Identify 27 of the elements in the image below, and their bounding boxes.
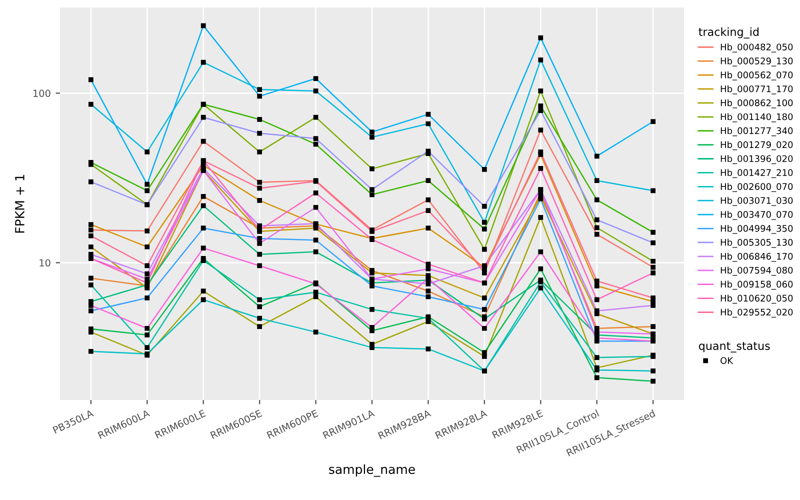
legend-label: Hb_005305_130 bbox=[720, 238, 793, 248]
text: OK bbox=[720, 357, 734, 364]
y-tick-label: 10 bbox=[40, 259, 50, 267]
legend-label: Hb_001279_020 bbox=[720, 141, 793, 150]
legend-label: Hb_000771_170 bbox=[720, 85, 793, 94]
legend-title: tracking_id bbox=[698, 27, 759, 38]
legend-label: Hb_001277_340 bbox=[720, 127, 793, 136]
legend-label: Hb_001140_180 bbox=[720, 113, 793, 122]
legend-label: Hb_000862_100 bbox=[720, 99, 793, 108]
legend-label: Hb_003470_070 bbox=[720, 210, 793, 220]
legend-label: Hb_009158_060 bbox=[720, 280, 793, 290]
legend-label: Hb_000482_050 bbox=[720, 43, 793, 52]
x-axis-title: sample_name bbox=[329, 464, 415, 477]
legend-label: Hb_002600_070 bbox=[720, 182, 793, 192]
legend-label: Hb_007594_080 bbox=[720, 266, 793, 276]
legend-label: Hb_000529_130 bbox=[720, 57, 793, 66]
y-axis-title: FPKM + 1 bbox=[15, 174, 24, 233]
text: quant_status bbox=[698, 342, 770, 352]
legend-label: Hb_003071_030 bbox=[720, 196, 793, 206]
legend-label: Hb_001427_210 bbox=[720, 169, 793, 178]
legend-label: Hb_010620_050 bbox=[720, 294, 793, 304]
legend-label: Hb_029552_020 bbox=[720, 308, 793, 318]
legend-label: Hb_004994_350 bbox=[720, 224, 793, 234]
y-tick-label: 100 bbox=[33, 90, 50, 97]
legend-label: Hb_000562_070 bbox=[720, 71, 793, 80]
legend-label: Hb_006846_170 bbox=[720, 252, 793, 262]
legend-label: Hb_001396_020 bbox=[720, 155, 793, 164]
